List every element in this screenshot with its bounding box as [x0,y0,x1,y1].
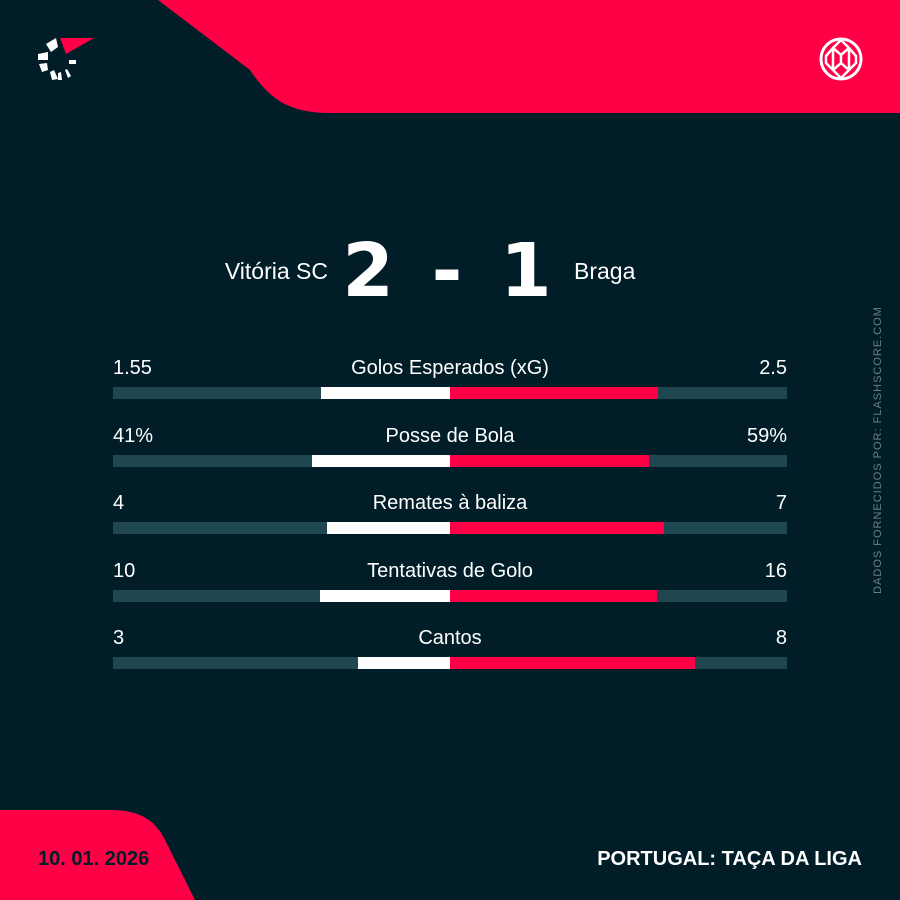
away-stat-value: 2.5 [759,357,787,379]
header-banner [158,0,900,113]
stat-name: Cantos [418,627,482,649]
home-stat-bar [327,522,450,534]
home-stat-bar [320,589,450,602]
data-source-credit: DADOS FORNECIDOS POR: FLASHSCORE.COM [872,306,884,594]
stat-row: 3 Cantos 8 [113,627,787,677]
stat-row: 4 Remates à baliza 7 [113,492,787,542]
footer-banner [0,810,195,900]
stat-bar-track [113,454,787,467]
stat-name: Posse de Bola [385,424,515,447]
stat-row: 41% Posse de Bola 59% [113,425,787,475]
away-stat-value: 59% [746,424,787,447]
stat-name: Tentativas de Golo [367,559,533,582]
flashscore-logo [38,38,94,80]
home-stat-bar [321,387,450,399]
home-stat-value: 4 [113,492,125,514]
away-team-name: Braga [574,258,636,284]
home-stat-bar [311,454,450,467]
stat-row: 1.55 Golos Esperados (xG) 2.5 [113,357,787,407]
away-stat-bar [450,387,659,399]
football-icon [819,37,863,81]
stat-bar-track [113,387,787,399]
home-stat-value: 1.55 [113,357,152,379]
stat-name: Remates à baliza [372,492,528,514]
stat-bar-track [113,522,787,534]
away-stat-bar [450,589,658,602]
home-stat-bar [358,657,450,669]
away-stat-bar [450,454,649,467]
stat-row: 10 Tentativas de Golo 16 [113,560,787,610]
match-score: 2 - 1 [342,228,558,314]
home-stat-value: 41% [113,424,154,447]
away-stat-value: 7 [775,492,787,514]
home-stat-value: 3 [113,627,125,649]
home-team-name: Vitória SC [224,258,328,284]
match-date: 10. 01. 2026 [38,848,150,870]
stat-name: Golos Esperados (xG) [351,357,549,379]
away-stat-value: 8 [775,627,787,649]
home-stat-value: 10 [113,559,136,582]
away-stat-bar [450,522,665,534]
away-stat-value: 16 [764,559,787,582]
competition-name: PORTUGAL: TAÇA DA LIGA [597,848,862,870]
stat-bar-track [113,657,787,669]
away-stat-bar [450,657,696,669]
stat-bar-track [113,589,787,602]
